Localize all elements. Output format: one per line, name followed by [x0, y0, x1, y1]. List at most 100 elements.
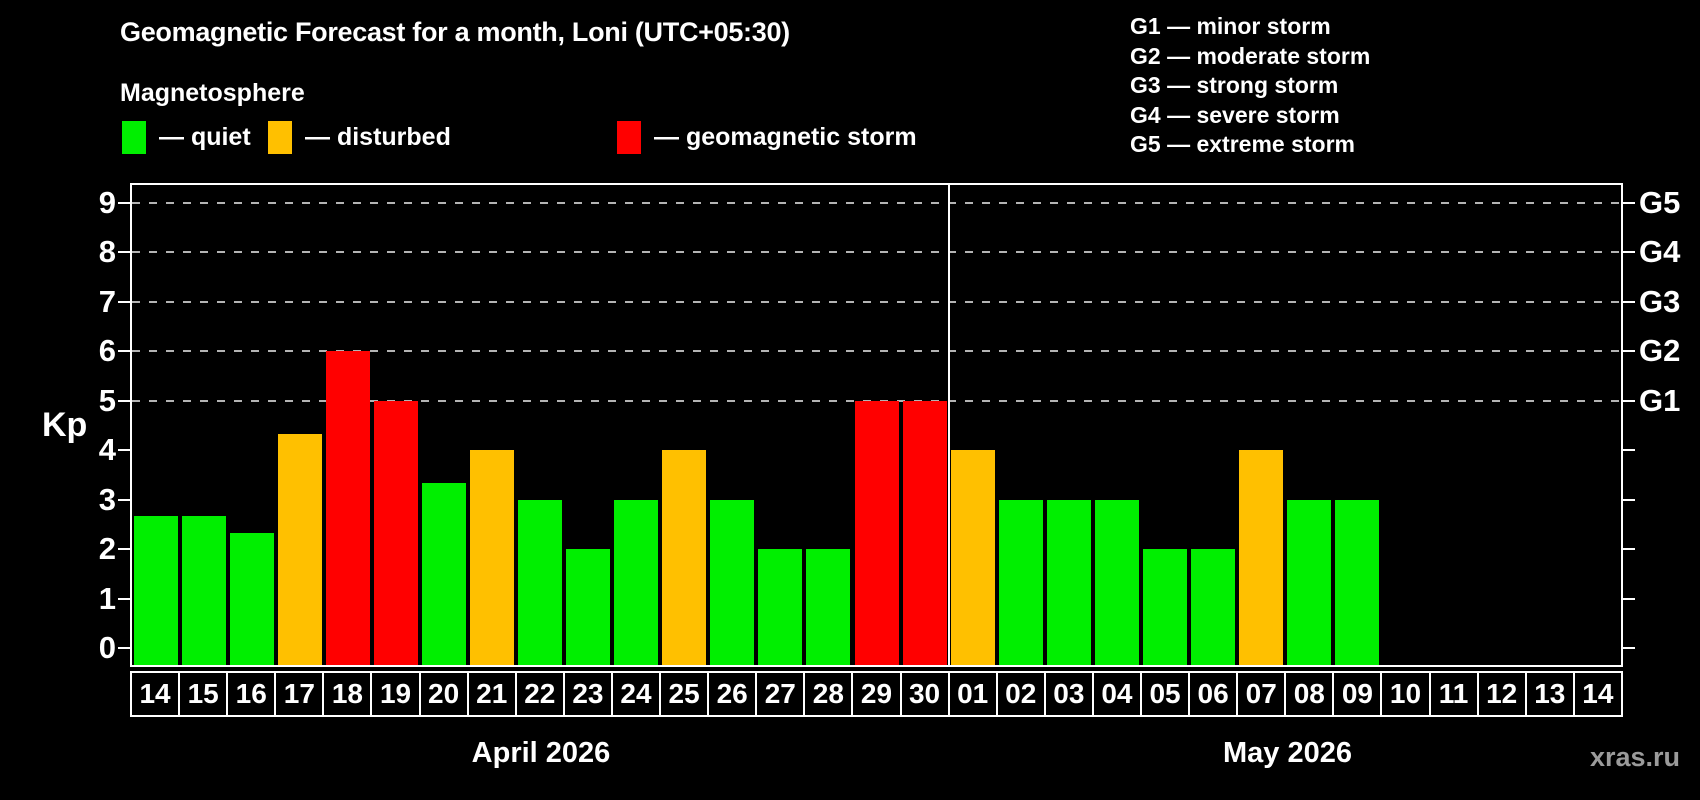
day-cell: 05 [1139, 671, 1191, 717]
day-cell: 02 [995, 671, 1046, 717]
legend-item-quiet: — quiet [122, 121, 251, 154]
y-axis-label: 6 [98, 333, 116, 368]
g-axis-tick [1623, 498, 1635, 501]
kp-bar [182, 515, 227, 665]
y-axis-tick [118, 399, 130, 402]
kp-bar [1334, 499, 1379, 665]
day-cell: 27 [755, 671, 806, 717]
day-cell: 06 [1188, 671, 1239, 717]
g-axis-tick [1623, 251, 1635, 253]
legend-item-storm: — geomagnetic storm [617, 121, 917, 154]
day-cell: 28 [803, 671, 854, 717]
kp-bar [422, 483, 467, 665]
gridline-kp7 [132, 300, 1621, 303]
kp-bar [134, 515, 179, 665]
y-axis-tick [118, 201, 130, 204]
day-cell: 22 [514, 671, 565, 717]
g-axis-label-g4: G4 [1639, 234, 1681, 269]
legend-label-quiet: — quiet [159, 123, 251, 151]
day-cell: 15 [178, 671, 229, 717]
gridline-kp8 [132, 251, 1621, 253]
gridline-kp9 [132, 201, 1621, 204]
g-axis-tick [1623, 449, 1635, 451]
g-axis-tick [1623, 201, 1635, 204]
g-axis-tick [1623, 597, 1635, 600]
plot-area [118, 183, 1635, 667]
y-axis-label: 0 [98, 630, 116, 665]
legend-label-disturbed: — disturbed [305, 123, 451, 151]
y-axis-tick [118, 498, 130, 501]
day-cell: 26 [707, 671, 758, 717]
day-cell: 07 [1236, 671, 1287, 717]
kp-bar [950, 450, 995, 665]
y-axis-label: 4 [98, 432, 116, 467]
storm-scale-legend: G1 — minor storm G2 — moderate storm G3 — … [1130, 12, 1370, 160]
g-axis-label-g5: G5 [1639, 184, 1681, 220]
day-labels-row: 14 15 16 17 18 19 20 21 22 23 24 25 26 27 28 29 30 01 02 03… [130, 671, 1623, 717]
kp-axis-label: Kp [42, 406, 88, 444]
month-label-april: April 2026 [471, 737, 611, 769]
y-axis-tick [118, 597, 130, 600]
y-axis-tick [118, 300, 130, 303]
kp-bar [1046, 499, 1091, 665]
day-cell: 12 [1476, 671, 1527, 717]
day-cell: 25 [659, 671, 710, 717]
day-cell: 08 [1284, 671, 1335, 717]
kp-bar [662, 450, 707, 665]
quiet-color-swatch [122, 121, 146, 154]
g-axis-tick [1623, 399, 1635, 402]
g-axis-label-g3: G3 [1639, 283, 1681, 319]
kp-bar [470, 450, 515, 665]
day-cell: 10 [1380, 671, 1431, 717]
y-axis-label: 7 [98, 283, 116, 319]
g-axis-tick [1623, 548, 1635, 550]
kp-bar [998, 499, 1043, 665]
g-axis-tick [1623, 647, 1635, 649]
month-label-may: May 2026 [1223, 737, 1352, 769]
chart-title: Geomagnetic Forecast for a month, Loni (… [120, 17, 790, 47]
y-axis-label: 5 [98, 382, 116, 418]
day-cell: 23 [562, 671, 613, 717]
day-cell: 21 [466, 671, 517, 717]
day-cell: 18 [322, 671, 373, 717]
y-axis-label: 9 [98, 184, 116, 220]
day-cell: 17 [274, 671, 325, 717]
kp-bar [1094, 499, 1139, 665]
y-axis-tick [118, 350, 130, 352]
day-cell: 01 [947, 671, 998, 717]
y-axis-label: 2 [98, 531, 116, 566]
disturbed-color-swatch [268, 121, 292, 154]
kp-bar [518, 499, 563, 665]
kp-bar [374, 400, 419, 665]
kp-bar [902, 400, 947, 665]
day-cell: 03 [1043, 671, 1094, 717]
legend-item-disturbed: — disturbed [268, 121, 451, 154]
kp-bar [758, 549, 803, 665]
y-axis-label: 3 [98, 481, 116, 517]
storm-color-swatch [617, 121, 641, 154]
y-axis-tick [118, 548, 130, 550]
day-cell: 29 [851, 671, 902, 717]
kp-bar [278, 433, 323, 665]
y-axis-label: 8 [98, 234, 116, 269]
g-axis-label-g1: G1 [1639, 382, 1681, 418]
day-cell: 11 [1428, 671, 1479, 717]
g-axis-tick [1623, 350, 1635, 352]
kp-bar [806, 549, 851, 665]
watermark: xras.ru [1589, 742, 1680, 772]
day-cell: 14 [1572, 671, 1623, 717]
magnetosphere-label: Magnetosphere [120, 79, 305, 107]
legend-label-storm: — geomagnetic storm [654, 123, 917, 151]
g-axis-tick [1623, 300, 1635, 303]
kp-bar [1142, 549, 1187, 665]
kp-bar [566, 549, 611, 665]
day-cell: 13 [1524, 671, 1575, 717]
y-axis-tick [118, 647, 130, 649]
storm-scale-row: G2 — moderate storm [1130, 42, 1371, 69]
storm-scale-row: G4 — severe storm [1130, 101, 1340, 128]
day-cell: 30 [899, 671, 950, 717]
storm-scale-row: G1 — minor storm [1130, 13, 1331, 39]
kp-bar [710, 499, 755, 665]
storm-scale-row: G3 — strong storm [1130, 72, 1339, 98]
day-cell: 09 [1332, 671, 1383, 717]
